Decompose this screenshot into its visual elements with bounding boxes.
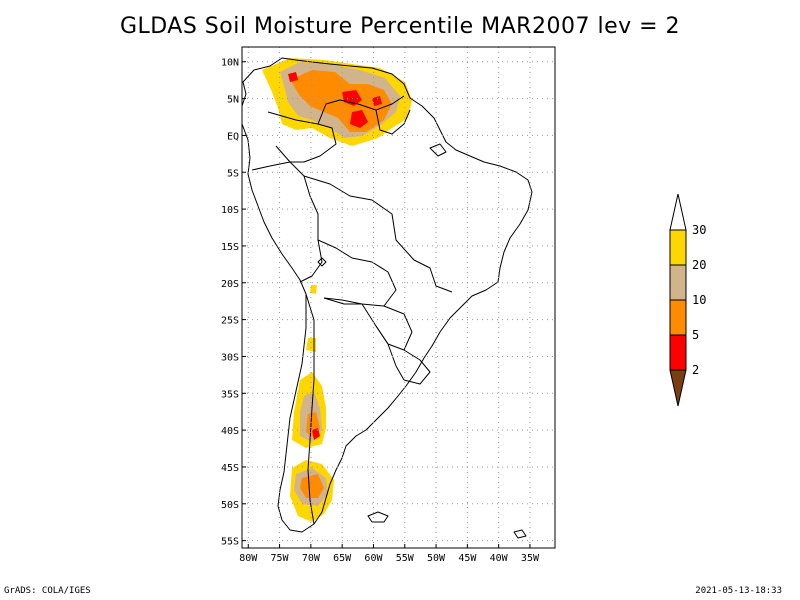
lat-tick-label: 50S (221, 500, 239, 511)
lon-tick-label: 55W (396, 553, 415, 564)
border-paraguay (375, 305, 413, 351)
colorbar-box (669, 229, 687, 266)
colorbar-top-triangle (669, 193, 687, 231)
lon-tick-label: 60W (364, 553, 383, 564)
patagonia-north-red (312, 428, 320, 440)
map-title: GLDAS Soil Moisture Percentile MAR2007 l… (119, 14, 681, 39)
border-colombia (267, 111, 337, 163)
lat-tick-label: 10N (221, 58, 239, 69)
lat-tick-label: 25S (221, 316, 239, 327)
lon-tick-label: 40W (490, 553, 509, 564)
colorbar-label: 2 (692, 363, 699, 377)
lat-tick-label: 5N (227, 95, 239, 106)
colorbar-box (669, 299, 687, 336)
lat-tick-label: 30S (221, 352, 239, 363)
marajo-island (429, 143, 447, 157)
colorbar-label: 30 (692, 223, 706, 237)
lon-tick-label: 70W (302, 553, 321, 564)
lon-tick-label: 45W (458, 553, 477, 564)
colorbar-box (669, 334, 687, 371)
lon-tick-label: 35W (521, 553, 540, 564)
border-argentina-chile (305, 293, 315, 525)
lat-tick-label: 45S (221, 463, 239, 474)
andes-yellow-20S (310, 285, 317, 294)
lon-tick-label: 75W (271, 553, 290, 564)
lake-titicaca (317, 257, 327, 267)
colorbar: 2 5 10 20 30 (669, 193, 706, 407)
border-brazil-west (303, 175, 453, 293)
lat-lon-grid (242, 47, 555, 548)
border-bolivia (317, 239, 397, 307)
north-orange-region (290, 70, 392, 132)
colorbar-box (669, 264, 687, 301)
footer-credit: GrADS: COLA/IGES (4, 586, 91, 596)
coastlines-and-borders (241, 57, 533, 539)
patagonia-south-orange (300, 474, 324, 498)
falkland-islands (367, 511, 389, 523)
border-uruguay (395, 349, 431, 385)
lon-tick-label: 65W (333, 553, 352, 564)
lat-tick-label: 20S (221, 279, 239, 290)
map-frame (241, 46, 556, 549)
colorbar-bottom-triangle (669, 369, 687, 407)
longitude-labels: 80W 75W 70W 65W 60W 55W 50W 45W 40W 35W (239, 553, 540, 564)
lat-tick-label: 35S (221, 389, 239, 400)
lat-tick-label: EQ (227, 131, 239, 142)
north-red-patch-3 (288, 72, 298, 82)
colorbar-label: 10 (692, 293, 706, 307)
north-red-patch-2 (350, 110, 368, 128)
border-ecuador-peru (251, 161, 323, 283)
lat-tick-label: 5S (227, 168, 239, 179)
continent-coastline (241, 57, 533, 533)
border-argentina-north (323, 297, 397, 367)
lat-tick-label: 10S (221, 205, 239, 216)
lon-tick-label: 50W (427, 553, 446, 564)
lon-tick-label: 80W (239, 553, 258, 564)
north-red-patch-4 (372, 96, 382, 106)
latitude-labels: 10N 5N EQ 5S 10S 15S 20S 25S 30S 35S 40S 45S 50S 55S (221, 58, 239, 548)
moisture-shading (262, 58, 412, 522)
lat-tick-label: 55S (221, 537, 239, 548)
footer-timestamp: 2021-05-13-18:33 (695, 586, 782, 596)
south-atlantic-island (513, 529, 527, 539)
lat-tick-label: 15S (221, 242, 239, 253)
border-guyana (375, 109, 411, 135)
border-venezuela (317, 95, 405, 125)
lat-tick-label: 40S (221, 426, 239, 437)
colorbar-label: 20 (692, 258, 706, 272)
colorbar-label: 5 (692, 328, 699, 342)
